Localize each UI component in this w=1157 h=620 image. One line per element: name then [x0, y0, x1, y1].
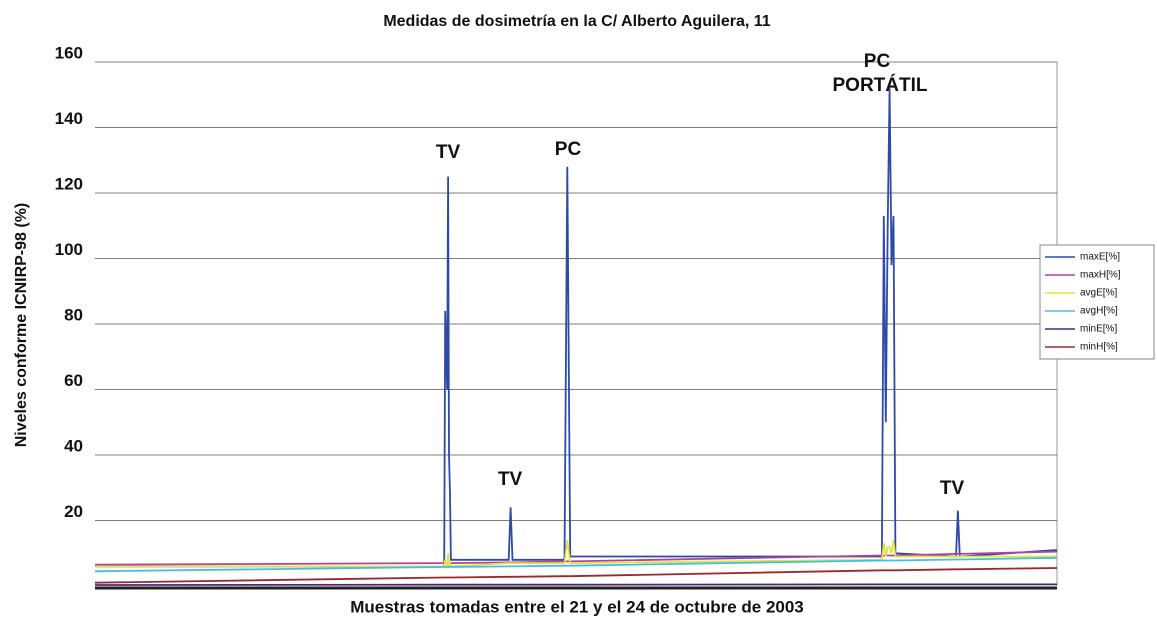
chart-title: Medidas de dosimetría en la C/ Alberto A…: [383, 13, 770, 30]
legend-label: maxH[%]: [1080, 270, 1121, 281]
y-tick-label: 140: [55, 109, 83, 128]
series-line: [95, 539, 1057, 568]
annotation: TV: [436, 142, 461, 163]
annotation: TV: [498, 469, 523, 490]
series-line: [94, 567, 1058, 584]
legend-label: minH[%]: [1080, 342, 1118, 353]
annotation: PC: [864, 51, 891, 72]
series-line: [95, 88, 1058, 568]
y-tick-label: 40: [64, 436, 83, 455]
annotation: PORTÁTIL: [833, 74, 928, 96]
y-tick-label: 120: [55, 174, 83, 193]
annotation: TV: [940, 478, 965, 499]
y-tick-label: 60: [64, 371, 83, 390]
legend-label: avgH[%]: [1080, 306, 1118, 317]
y-tick-label: 160: [55, 43, 83, 62]
y-tick-label: 20: [64, 502, 83, 521]
legend-label: avgE[%]: [1080, 288, 1117, 299]
y-tick-label: 80: [64, 305, 83, 324]
series-line: [94, 583, 1057, 586]
y-tick-label: 100: [55, 240, 83, 259]
y-axis-title: Niveles conforme ICNIRP-98 (%): [13, 203, 30, 448]
annotation: PC: [555, 139, 582, 160]
series-line: [94, 556, 1058, 573]
x-axis-title: Muestras tomadas entre el 21 y el 24 de …: [350, 597, 804, 616]
legend-label: minE[%]: [1080, 324, 1117, 335]
legend-box: [1039, 244, 1155, 360]
legend-label: maxE[%]: [1080, 252, 1120, 263]
